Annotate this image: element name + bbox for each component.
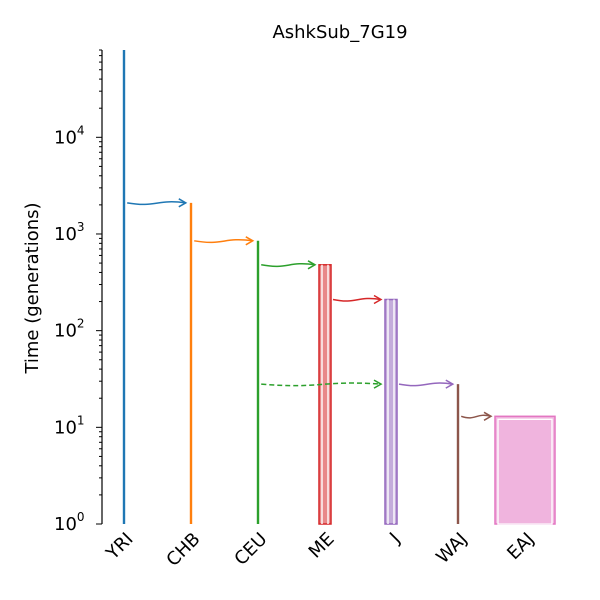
- branch-ceu-j: [261, 379, 383, 389]
- branch-curve: [332, 297, 382, 302]
- branch-arrowhead: [245, 236, 255, 246]
- x-tick-labels: YRI CHB CEU ME J WAJ EAJ: [102, 529, 539, 571]
- x-tick-label-j: J: [385, 529, 404, 548]
- y-tick-label: 102: [54, 317, 85, 342]
- branch-waj-eaj: [460, 411, 493, 421]
- deme-box: [384, 298, 398, 525]
- branch-arrowhead: [373, 379, 383, 389]
- y-tick-label: 101: [54, 413, 85, 438]
- x-tick-label-yri: YRI: [102, 529, 138, 565]
- deme-me: [318, 264, 332, 525]
- branch-j-waj: [398, 379, 455, 389]
- x-tick-label-chb: CHB: [162, 529, 204, 571]
- branch-curve: [398, 382, 453, 387]
- x-tick-label-ceu: CEU: [230, 529, 271, 570]
- x-tick-label-me: ME: [305, 529, 339, 563]
- deme-box: [318, 264, 332, 525]
- y-tick-label: 104: [54, 123, 85, 148]
- chart-title: AshkSub_7G19: [272, 22, 407, 43]
- deme-layer: [122, 50, 556, 525]
- branch-arrowhead: [373, 294, 383, 305]
- branch-yri-chb: [127, 198, 188, 208]
- branch-arrowhead: [483, 411, 493, 421]
- branch-arrowhead: [307, 260, 317, 270]
- y-axis: 100 101 102 103 104: [54, 49, 103, 535]
- y-tick-label: 100: [54, 510, 85, 535]
- x-tick-label-waj: WAJ: [432, 529, 471, 568]
- branch-chb-ceu: [194, 236, 255, 246]
- branch-arrowhead: [445, 379, 455, 389]
- branch-layer: [127, 198, 493, 421]
- branch-curve: [460, 414, 492, 419]
- x-tick-label-eaj: EAJ: [503, 529, 538, 564]
- deme-eaj: [494, 415, 556, 525]
- branch-me-j: [332, 294, 383, 305]
- branch-ceu-me: [261, 260, 317, 270]
- y-tick-label: 103: [54, 220, 85, 245]
- branch-curve: [261, 382, 382, 387]
- deme-j: [384, 298, 398, 525]
- branch-curve: [194, 239, 253, 244]
- branch-arrowhead: [178, 198, 188, 208]
- deme-box-edge: [497, 418, 553, 525]
- branch-curve: [261, 263, 316, 268]
- deme-box: [494, 415, 556, 525]
- branch-curve: [127, 201, 186, 206]
- y-axis-label: Time (generations): [22, 202, 43, 374]
